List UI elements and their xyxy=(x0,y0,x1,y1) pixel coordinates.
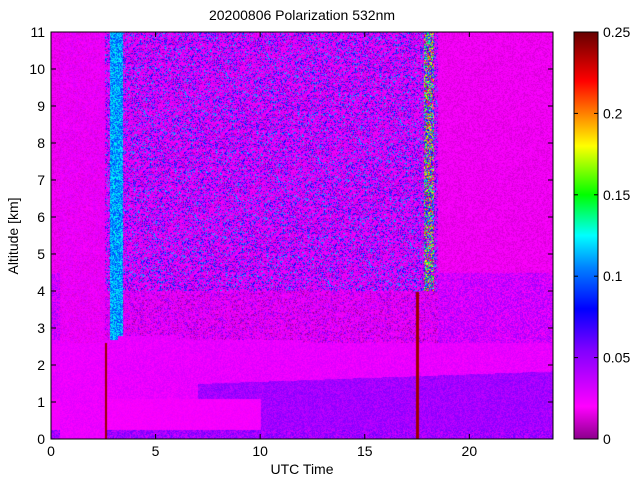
colorbar-tick-label: 0.25 xyxy=(603,24,630,40)
y-axis-label: Altitude [km] xyxy=(5,197,21,274)
chart-title: 20200806 Polarization 532nm xyxy=(209,7,395,23)
y-tick-label: 1 xyxy=(37,394,45,410)
y-tick-label: 0 xyxy=(37,431,45,447)
y-tick-label: 11 xyxy=(30,24,45,40)
colorbar xyxy=(573,31,599,440)
y-tick-label: 5 xyxy=(37,246,45,262)
x-axis: 0 5 10 15 20 xyxy=(47,32,477,459)
x-axis-label: UTC Time xyxy=(271,461,334,477)
colorbar-tick-label: 0.2 xyxy=(603,105,623,121)
y-tick-label: 6 xyxy=(37,209,45,225)
y-tick-label: 4 xyxy=(37,283,45,299)
colorbar-tick-label: 0 xyxy=(603,431,611,447)
colorbar-tick-label: 0.15 xyxy=(603,187,630,203)
y-tick-label: 2 xyxy=(37,357,45,373)
x-tick-label: 10 xyxy=(252,443,268,459)
x-tick-label: 15 xyxy=(357,443,373,459)
heatmap-image xyxy=(51,32,553,439)
y-tick-label: 10 xyxy=(29,61,45,77)
x-tick-label: 5 xyxy=(152,443,160,459)
colorbar-tick-label: 0.1 xyxy=(603,268,623,284)
plot-frame xyxy=(50,31,554,440)
colorbar-tick-label: 0.05 xyxy=(603,350,630,366)
y-tick-label: 7 xyxy=(37,172,45,188)
x-tick-label: 20 xyxy=(462,443,478,459)
y-tick-label: 9 xyxy=(37,98,45,114)
y-tick-label: 8 xyxy=(37,135,45,151)
y-tick-label: 3 xyxy=(37,320,45,336)
heatmap-image-holder xyxy=(51,32,553,439)
y-axis: 0 1 2 3 4 5 6 7 8 9 10 11 xyxy=(29,24,553,447)
colorbar-axis: 0 0.05 0.1 0.15 0.2 0.25 xyxy=(574,24,630,447)
x-tick-label: 0 xyxy=(47,443,55,459)
